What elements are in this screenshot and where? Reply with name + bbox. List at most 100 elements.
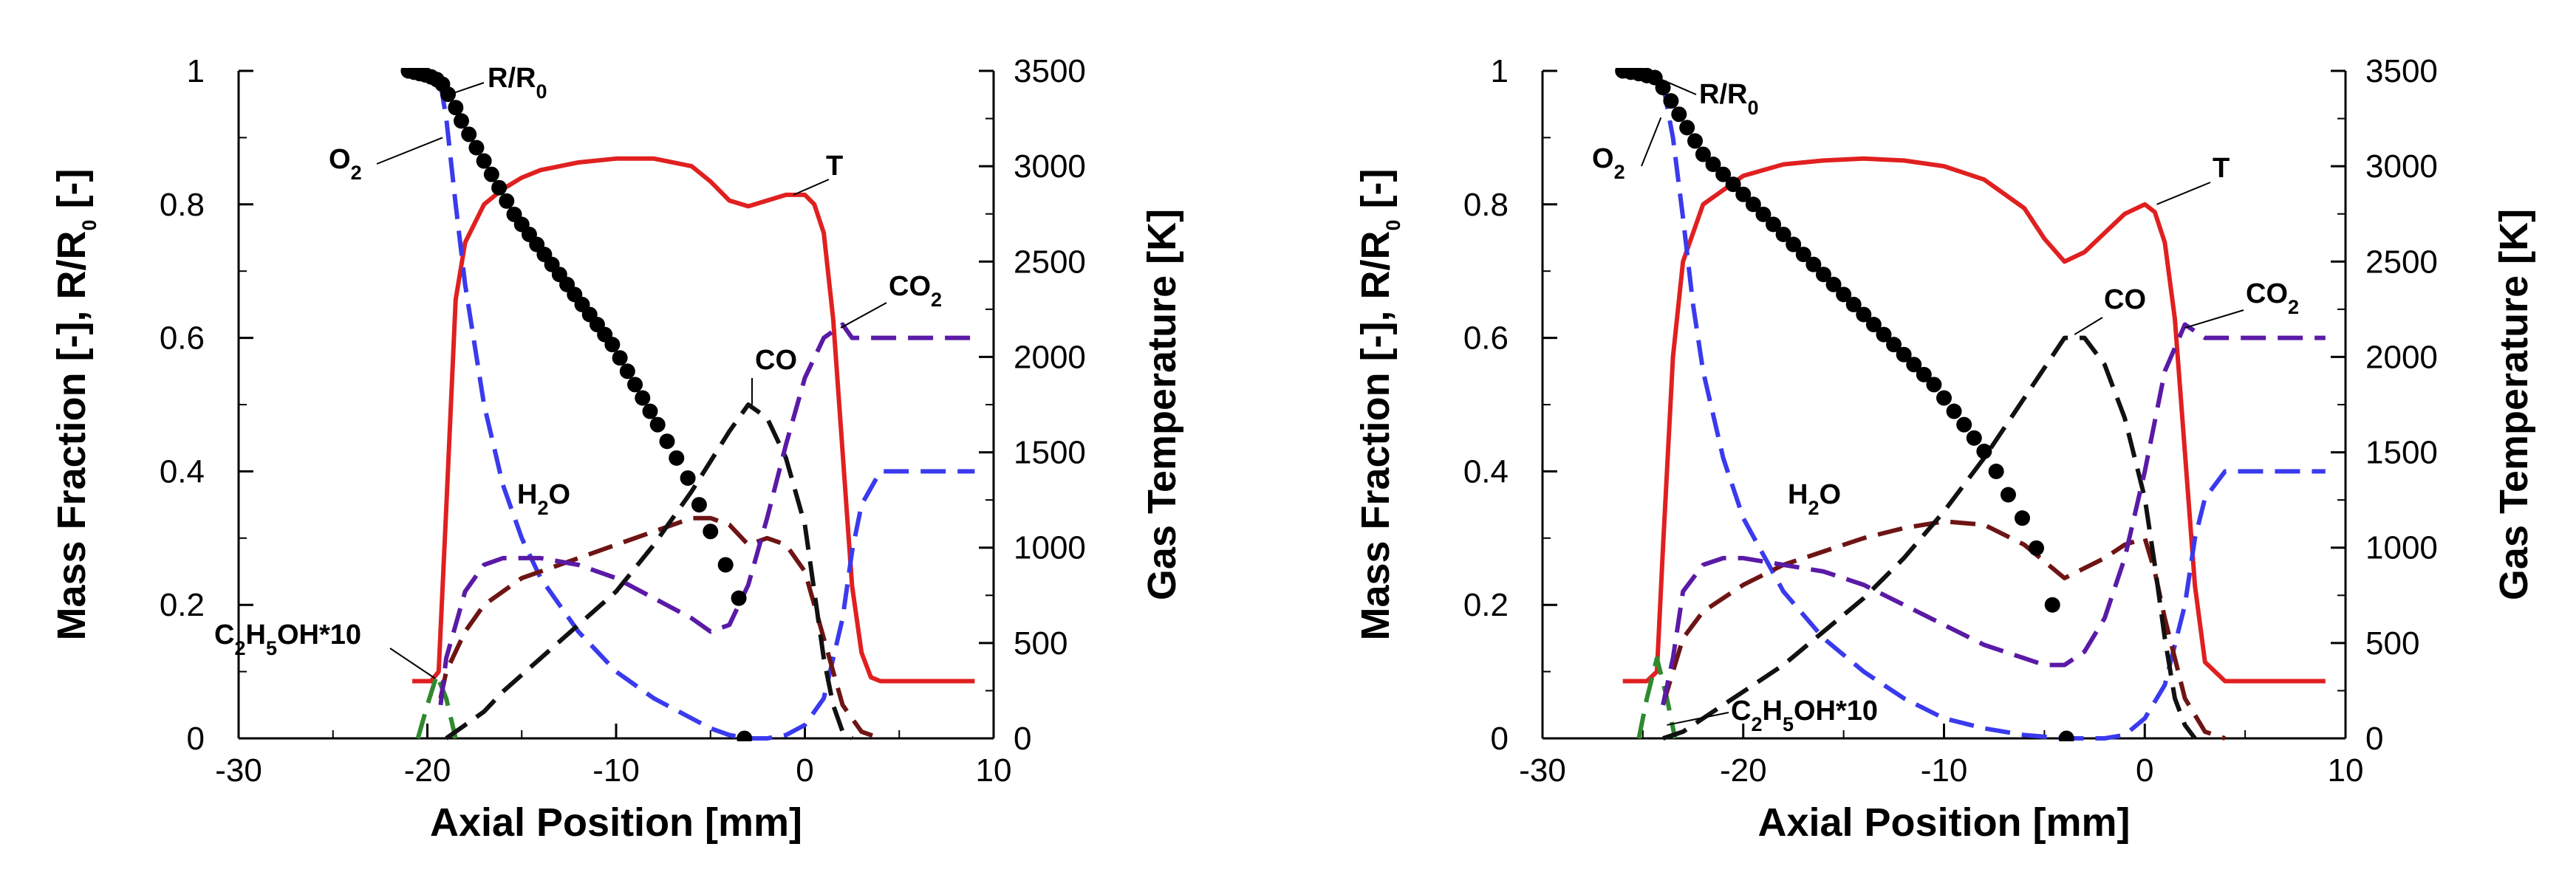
y-tick-label: 0	[187, 721, 205, 757]
series-r-r0-point	[649, 416, 666, 433]
y2-axis-title: Gas Temperature [K]	[1140, 209, 1184, 600]
series-h2o-line	[1661, 519, 2226, 741]
series-r-r0-point	[1886, 337, 1902, 353]
series-r-r0-point	[1815, 267, 1831, 283]
label-leader-c2h5oh	[389, 648, 436, 679]
series-r-r0-point	[476, 153, 492, 169]
x-tick-label: -10	[1921, 752, 1968, 789]
series-r-r0-point	[453, 113, 469, 129]
series-r-r0-point	[1745, 196, 1761, 213]
curve-label-h2o: H2O	[1788, 479, 1841, 519]
curves	[1615, 68, 2326, 741]
x-tick-label: -30	[215, 752, 262, 789]
y-axis-title: Mass Fraction [-], R/R0 [-]	[49, 168, 100, 640]
x-tick-label: -30	[1519, 752, 1566, 789]
y-tick-label: 0.8	[160, 187, 205, 223]
y-tick-label: 1	[1491, 53, 1509, 89]
series-r-r0-point	[717, 557, 734, 573]
series-r-r0-point	[1865, 317, 1882, 333]
series-r-r0-point	[483, 166, 499, 182]
label-leader-o2	[1641, 117, 1662, 167]
series-o2-line	[438, 83, 975, 741]
y2-tick-label: 500	[1014, 625, 1067, 662]
series-r-r0-point	[1836, 286, 1852, 303]
series-r-r0-point	[642, 403, 658, 419]
curve-label-c2h5oh: C2H5OH*10	[214, 619, 361, 659]
label-leader-t	[2156, 182, 2211, 205]
y2-tick-label: 3500	[2365, 53, 2438, 89]
series-r-r0-point	[1735, 186, 1752, 202]
chart-panel-right: -30 -20 -10 0 1000.20.40.60.8105001000150020…	[1353, 53, 2536, 845]
series-r-r0-point	[1876, 326, 1892, 343]
y2-tick-label: 3500	[1014, 53, 1086, 89]
y2-tick-label: 2000	[1014, 339, 1086, 375]
series-r-r0-point	[468, 140, 485, 156]
curve-label-c2h5oh: C2H5OH*10	[1731, 696, 1878, 735]
y2-tick-label: 0	[1014, 721, 1031, 757]
series-r-r0-point	[1715, 166, 1732, 182]
series-r-r0-point	[1663, 93, 1679, 109]
curve-label-r: R/R0	[488, 63, 547, 103]
series-r-r0-point	[1766, 216, 1782, 233]
series-r-r0-point	[691, 497, 707, 513]
series-r-r0-point	[680, 470, 696, 486]
label-leader-co	[2074, 317, 2103, 335]
y-tick-label: 1	[187, 53, 205, 89]
series-r-r0-point	[1795, 247, 1811, 263]
series-t-line	[412, 156, 975, 684]
x-axis-title: Axial Position [mm]	[1757, 800, 2130, 845]
label-leader-co2	[2184, 309, 2244, 329]
series-r-r0-point	[1695, 146, 1711, 162]
y2-axis-title: Gas Temperature [K]	[2492, 209, 2536, 600]
series-r-r0-point	[2000, 487, 2016, 503]
series-co-line	[1662, 335, 2197, 741]
series-r-r0-point	[1671, 106, 1687, 123]
series-r-r0-point	[1956, 416, 1972, 433]
y2-tick-label: 3000	[2365, 148, 2438, 185]
series-r-r0-point	[627, 377, 643, 393]
series-r-r0-point	[1946, 403, 1962, 419]
y2-tick-label: 1500	[2365, 435, 2438, 471]
y2-tick-label: 2500	[1014, 244, 1086, 280]
x-tick-label: 0	[2136, 752, 2153, 789]
curve-label-o2: O2	[1592, 143, 1625, 183]
series-r-r0-point	[731, 590, 747, 606]
y-tick-label: 0.4	[160, 453, 205, 490]
series-r-r0-point	[1988, 463, 2004, 479]
series-r-r0-point	[1687, 133, 1704, 149]
series-r-r0-point	[1805, 256, 1822, 272]
y2-tick-label: 0	[2365, 721, 2383, 757]
series-r-r0-point	[669, 450, 685, 466]
y-tick-label: 0	[1491, 721, 1509, 757]
y2-tick-label: 2000	[2365, 339, 2438, 375]
y-tick-label: 0.6	[160, 320, 205, 357]
x-tick-label: 0	[796, 752, 813, 789]
series-h2o-line	[438, 515, 881, 741]
series-r-r0-point	[1775, 226, 1791, 242]
series-co2-line	[1661, 322, 2326, 706]
series-c2h5oh-10-line	[1636, 656, 1678, 739]
curve-label-co2: CO2	[2246, 278, 2299, 318]
series-r-r0-point	[604, 337, 621, 353]
series-r-r0-point	[440, 86, 457, 103]
series-co-line	[445, 402, 854, 741]
label-leader-co2	[840, 302, 887, 329]
x-tick-label: 10	[976, 752, 1012, 789]
series-r-r0-point	[659, 433, 675, 450]
series-r-r0-point	[1856, 306, 1872, 323]
y2-tick-label: 1500	[1014, 435, 1086, 471]
series-r-r0-point	[612, 350, 628, 366]
series-r-r0-point	[1786, 236, 1802, 253]
y-tick-label: 0.4	[1463, 453, 1509, 490]
curve-label-co: CO	[2104, 284, 2146, 315]
y2-tick-label: 1000	[1014, 530, 1086, 566]
series-co2-line	[438, 322, 975, 706]
curves	[400, 68, 975, 741]
series-r-r0-point	[2044, 597, 2060, 613]
series-t-line	[1622, 156, 2326, 684]
series-r-r0-end-point	[2058, 730, 2074, 741]
series-r-r0-point	[2014, 510, 2030, 526]
y2-tick-label: 1000	[2365, 530, 2438, 566]
series-r-r0-point	[1705, 157, 1721, 173]
